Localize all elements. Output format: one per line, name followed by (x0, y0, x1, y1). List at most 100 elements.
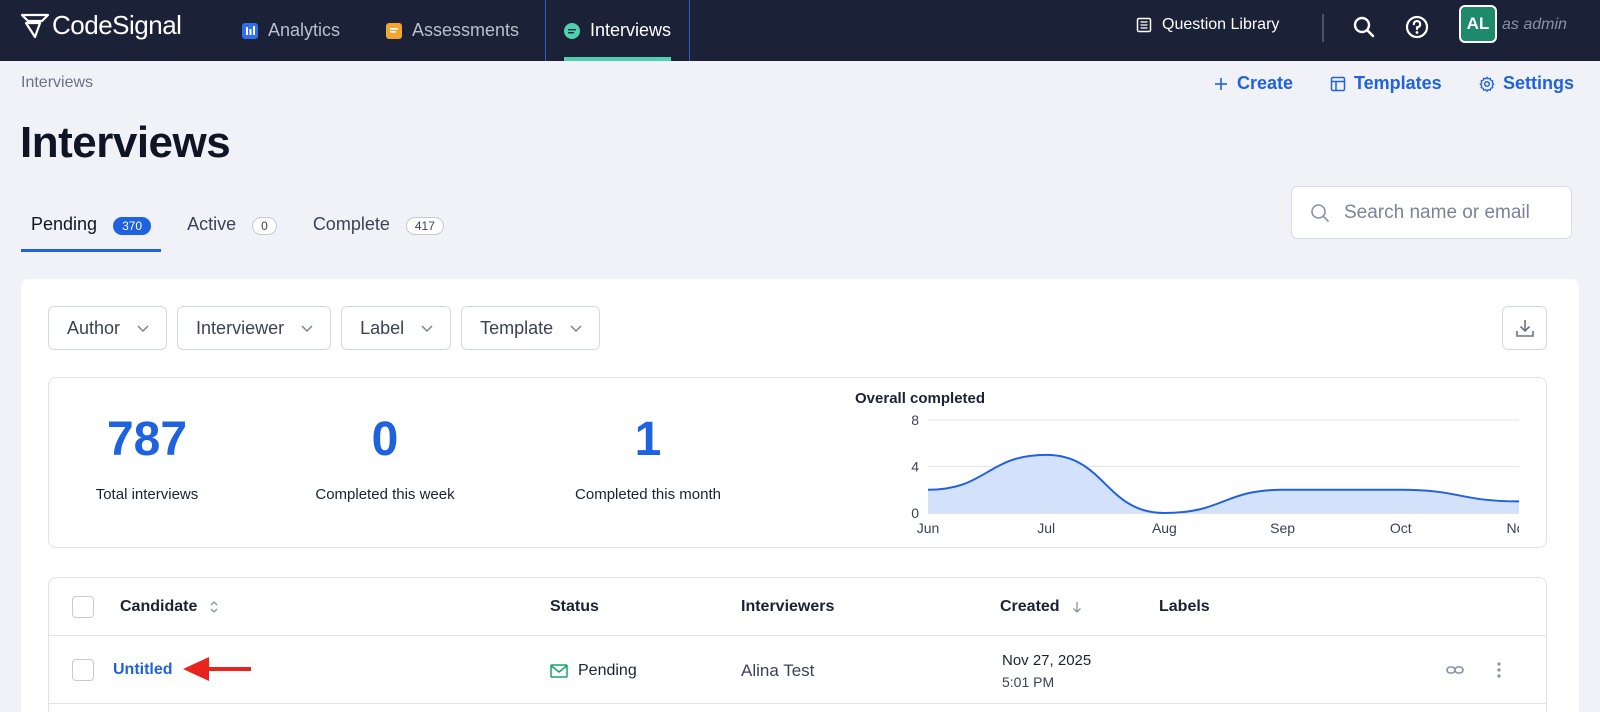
label-filter[interactable]: Label (341, 306, 452, 350)
active-tab-underline (564, 57, 672, 61)
tab-label: Pending (31, 214, 98, 234)
download-icon (1515, 320, 1534, 337)
stat-value: 787 (106, 413, 188, 466)
column-label: Status (550, 598, 599, 615)
count-badge: 417 (405, 217, 444, 235)
interviews-icon (564, 22, 580, 39)
column-label: Candidate (120, 598, 198, 615)
plus-icon (1215, 77, 1227, 90)
interviewer-filter[interactable]: Interviewer (177, 306, 332, 350)
interviews-table: Candidate Status Interviewers Created La… (48, 577, 1547, 712)
created-time: 5:01 PM (1002, 674, 1055, 690)
search-input[interactable] (1344, 201, 1554, 224)
column-label: Interviewers (741, 598, 835, 615)
author-filter[interactable]: Author (48, 306, 168, 350)
chart-y-tick-label: 0 (911, 505, 919, 521)
interviewer-name: Alina Test (741, 661, 815, 680)
download-button[interactable] (1502, 306, 1547, 350)
user-avatar[interactable]: AL (1459, 5, 1497, 43)
settings-button[interactable]: Settings (1479, 73, 1574, 94)
tab-complete[interactable]: Complete 417 (303, 210, 454, 252)
nav-tab-assessments[interactable]: Assessments (386, 0, 519, 61)
tab-label: Complete (312, 214, 390, 234)
table-row[interactable]: Untitled Pending Alina Test Nov 27, 2025… (49, 636, 1546, 704)
nav-tab-label: Assessments (412, 20, 520, 40)
templates-icon (1330, 76, 1346, 91)
interview-status-tabs: Pending 370 Active 0 Complete 417 (21, 210, 470, 252)
created-date: Nov 27, 2025 (1002, 652, 1092, 669)
analytics-icon (242, 22, 258, 39)
column-status: Status (550, 598, 599, 616)
nav-tab-label: Analytics (268, 20, 341, 40)
chart-x-tick-label: Jun (917, 520, 940, 536)
chart-y-tick-label: 4 (911, 459, 919, 475)
nav-divider (1322, 14, 1324, 42)
chart-series-line (927, 453, 1519, 515)
chevron-down-icon (570, 325, 582, 333)
column-label: Labels (1159, 598, 1210, 615)
column-created[interactable]: Created (1000, 598, 1084, 616)
column-label: Created (1000, 598, 1060, 615)
candidate-link[interactable]: Untitled (113, 661, 173, 678)
chart-title: Overall completed (855, 390, 986, 407)
link-icon[interactable] (1445, 660, 1465, 680)
more-options-icon[interactable] (1489, 660, 1509, 680)
chevron-down-icon (137, 325, 149, 333)
status-badge: Pending (550, 662, 637, 680)
tab-active[interactable]: Active 0 (177, 210, 287, 252)
stat-completed-week: 0 Completed this week (307, 412, 463, 503)
templates-label: Templates (1354, 73, 1442, 93)
chart-x-tick-label: Jul (1037, 520, 1055, 536)
count-badge: 370 (113, 217, 152, 235)
interviews-panel: Author Interviewer Label Template 787 To… (21, 279, 1579, 712)
nav-tab-analytics[interactable]: Analytics (242, 0, 340, 61)
templates-button[interactable]: Templates (1330, 73, 1442, 94)
question-library-link[interactable]: Question Library (1136, 16, 1279, 34)
chart-y-tick-label: 8 (911, 414, 919, 428)
template-filter[interactable]: Template (461, 306, 601, 350)
chart-area-fill (928, 454, 1519, 513)
annotation-arrow-icon (183, 657, 251, 681)
chart-x-tick-label: Oct (1390, 520, 1412, 536)
filter-label: Label (360, 317, 405, 338)
codesignal-logo-icon (20, 13, 50, 38)
sort-icon (210, 601, 218, 613)
arrow-down-icon (1072, 602, 1081, 613)
brand-name: CodeSignal (52, 10, 182, 40)
chevron-down-icon (421, 325, 433, 333)
search-icon[interactable] (1351, 14, 1377, 40)
breadcrumb[interactable]: Interviews (21, 74, 94, 91)
status-label: Pending (578, 662, 637, 679)
nav-tab-interviews[interactable]: Interviews (545, 0, 691, 61)
search-icon (1311, 203, 1329, 222)
stat-value: 0 (371, 413, 399, 466)
chart-x-tick-label: Nov (1507, 520, 1519, 536)
stats-card: 787 Total interviews 0 Completed this we… (48, 377, 1547, 548)
create-label: Create (1237, 73, 1294, 93)
chart-x-tick-label: Sep (1270, 520, 1295, 536)
column-candidate[interactable]: Candidate (120, 598, 221, 616)
top-navigation-bar: CodeSignal Analytics Assessments Intervi… (0, 0, 1600, 61)
library-icon (1136, 17, 1152, 33)
help-icon[interactable] (1404, 14, 1430, 40)
filter-label: Author (67, 317, 121, 338)
row-checkbox[interactable] (72, 659, 94, 681)
filter-bar: Author Interviewer Label Template (48, 306, 601, 350)
stat-label: Total interviews (95, 486, 199, 503)
create-button[interactable]: Create (1213, 73, 1293, 94)
filter-label: Interviewer (196, 317, 285, 338)
codesignal-logo[interactable]: CodeSignal (20, 10, 182, 41)
tab-label: Active (187, 214, 237, 234)
gear-icon (1479, 76, 1495, 92)
stat-total-interviews: 787 Total interviews (89, 412, 205, 503)
stat-label: Completed this week (315, 486, 455, 503)
settings-label: Settings (1503, 73, 1575, 93)
tab-pending[interactable]: Pending 370 (21, 210, 162, 252)
filter-label: Template (480, 317, 554, 338)
stat-value: 1 (634, 413, 662, 466)
nav-tab-label: Interviews (590, 20, 672, 40)
assessments-icon (386, 22, 402, 39)
envelope-icon (550, 664, 568, 678)
select-all-checkbox[interactable] (72, 596, 94, 618)
question-library-label: Question Library (1162, 16, 1280, 33)
